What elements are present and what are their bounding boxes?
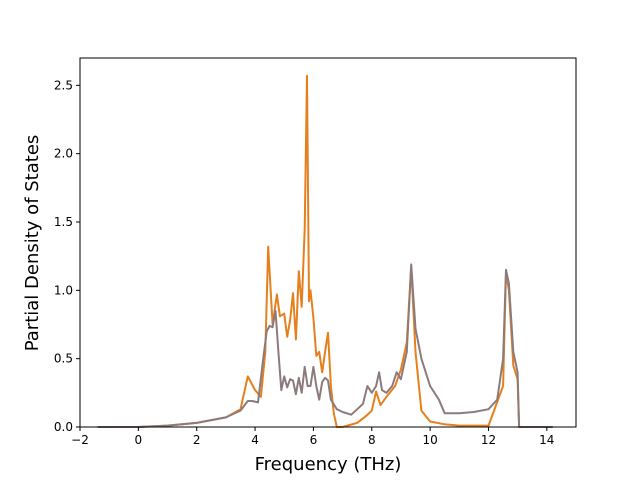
series-line-1 <box>97 74 553 428</box>
series-line-2 <box>97 263 553 428</box>
x-tick-label: 2 <box>193 433 201 447</box>
x-tick-label: −2 <box>71 433 89 447</box>
x-tick-label: 6 <box>310 433 318 447</box>
y-tick-label: 1.0 <box>54 283 73 297</box>
y-tick-label: 1.5 <box>54 215 73 229</box>
x-tick-label: 0 <box>135 433 143 447</box>
plot-area <box>97 74 553 428</box>
x-axis-label: Frequency (THz) <box>255 454 402 475</box>
x-tick-label: 4 <box>251 433 259 447</box>
y-tick-label: 0.5 <box>54 352 73 366</box>
x-axis-ticks: −2 0 2 4 6 8 10 12 14 <box>71 427 554 447</box>
y-tick-label: 2.5 <box>54 78 73 92</box>
y-tick-label: 2.0 <box>54 147 73 161</box>
x-tick-label: 8 <box>368 433 376 447</box>
y-tick-label: 0.0 <box>54 420 73 434</box>
y-axis-label: Partial Density of States <box>22 135 43 352</box>
x-tick-label: 14 <box>539 433 554 447</box>
x-tick-label: 10 <box>422 433 437 447</box>
x-tick-label: 12 <box>481 433 496 447</box>
axes-frame <box>79 57 577 428</box>
y-axis-ticks: 0.0 0.5 1.0 1.5 2.0 2.5 <box>54 78 80 434</box>
